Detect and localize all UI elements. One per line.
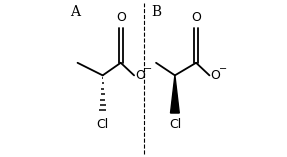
Polygon shape <box>170 75 179 113</box>
Text: O: O <box>191 11 201 24</box>
Text: B: B <box>151 5 162 19</box>
Text: O: O <box>116 11 126 24</box>
Text: Cl: Cl <box>169 118 181 131</box>
Text: O: O <box>210 69 220 82</box>
Text: A: A <box>70 5 80 19</box>
Text: −: − <box>144 64 152 74</box>
Text: −: − <box>219 64 227 74</box>
Text: O: O <box>135 69 145 82</box>
Text: Cl: Cl <box>96 118 109 131</box>
